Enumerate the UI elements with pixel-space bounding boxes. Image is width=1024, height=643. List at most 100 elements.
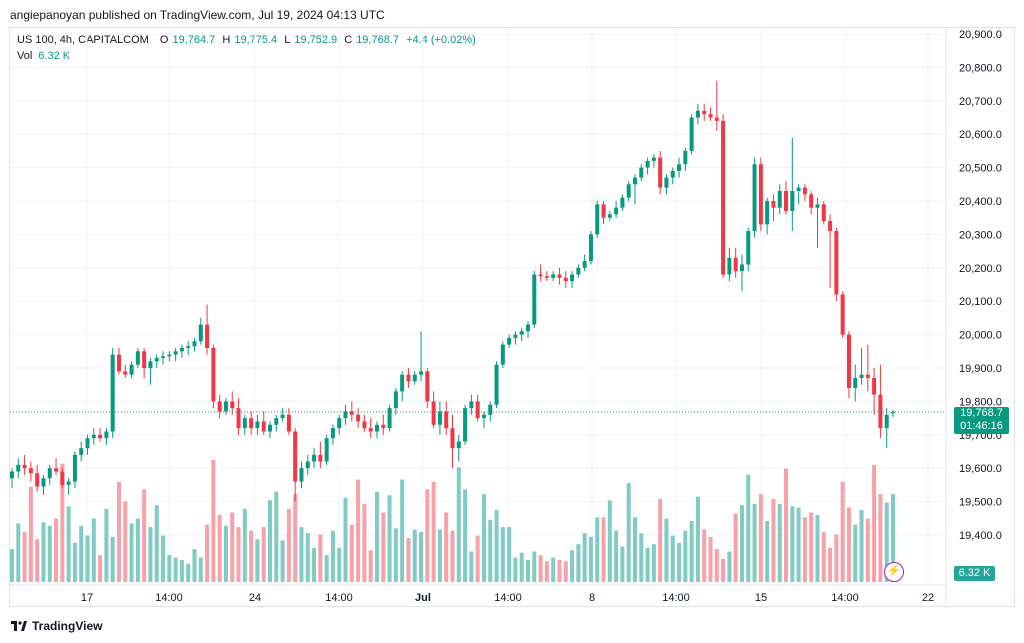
candle-body: [469, 401, 474, 409]
volume-bar: [274, 491, 279, 582]
candle-body: [632, 177, 637, 185]
volume-bar: [551, 557, 556, 582]
candle-body: [274, 418, 279, 425]
volume-bar: [343, 497, 348, 582]
volume-bar: [884, 502, 889, 582]
candle-body: [765, 201, 770, 225]
volume-bar: [400, 479, 405, 582]
x-tick-label: 24: [249, 592, 261, 604]
volume-bar: [557, 560, 562, 582]
volume-bar: [507, 527, 512, 582]
candle-body: [10, 471, 14, 479]
volume-bar: [708, 536, 713, 582]
candle-body: [708, 114, 713, 118]
candle-body: [526, 324, 531, 332]
volume-bar: [98, 555, 103, 582]
candle-body: [891, 411, 895, 414]
volume-bar: [664, 518, 669, 582]
candle-body: [639, 167, 644, 178]
close-value: 19,768.7: [356, 34, 400, 46]
candle-body: [249, 418, 254, 429]
y-tick-label: 19,800.0: [959, 396, 1002, 408]
volume-bar: [595, 517, 600, 582]
volume-bar: [840, 481, 845, 582]
tradingview-logo-icon: [11, 621, 27, 631]
candle-body: [784, 190, 789, 212]
y-tick-label: 20,800.0: [959, 62, 1002, 74]
y-tick-label: 20,900.0: [959, 29, 1002, 41]
candle-body: [16, 464, 21, 472]
candle-body: [532, 274, 537, 325]
candle-body: [116, 354, 121, 372]
candle-body: [431, 401, 436, 425]
candle-body: [853, 378, 858, 389]
candle-body: [802, 187, 807, 195]
candle-body: [695, 110, 700, 118]
symbol-label[interactable]: US 100, 4h, CAPITALCOM: [17, 34, 149, 46]
candle-body: [205, 324, 210, 348]
candle-body: [771, 201, 776, 208]
candle-body: [607, 214, 612, 218]
candle-body: [72, 454, 77, 482]
volume-bar: [475, 535, 480, 582]
volume-bar: [639, 533, 644, 582]
volume-bar: [293, 494, 298, 582]
candle-body: [280, 414, 285, 419]
candle-body: [198, 324, 203, 342]
candle-body: [507, 337, 512, 345]
volume-bar: [790, 506, 795, 582]
candle-body: [312, 454, 317, 462]
volume-bar: [576, 544, 581, 582]
volume-bar: [563, 561, 568, 582]
candle-body: [475, 401, 480, 419]
volume-bar: [500, 527, 505, 582]
volume-bar: [60, 463, 65, 582]
volume-bar: [129, 523, 134, 582]
candle-body: [91, 434, 96, 439]
candle-body: [186, 346, 191, 348]
candle-body: [142, 351, 147, 368]
volume-label: Vol: [17, 50, 33, 62]
volume-bar: [387, 495, 392, 582]
y-tick-label: 20,100.0: [959, 296, 1002, 308]
volume-bar: [626, 483, 631, 582]
candle-body: [318, 454, 323, 462]
volume-legend: Vol 6.32 K: [17, 50, 70, 62]
candle-body: [626, 184, 631, 198]
candle-body: [557, 274, 562, 278]
volume-bar: [66, 506, 71, 582]
candle-body: [595, 204, 600, 235]
candle-body: [828, 221, 833, 232]
candle-body: [683, 150, 688, 165]
x-tick-label: 15: [755, 592, 767, 604]
candle-body: [349, 411, 354, 415]
volume-bar: [658, 499, 663, 582]
volume-bar: [828, 547, 833, 582]
candle-body: [481, 414, 486, 419]
close-label: C: [344, 34, 353, 46]
volume-bar: [362, 503, 367, 582]
candle-body: [330, 428, 335, 439]
volume-bar: [702, 529, 707, 582]
bar-countdown: 01:46:16: [960, 420, 1003, 432]
candle-body: [645, 160, 650, 168]
candle-body: [815, 204, 820, 208]
candle-body: [28, 468, 33, 474]
candle-body: [79, 448, 84, 455]
volume-bar: [494, 510, 499, 582]
volume-bar: [450, 530, 455, 582]
candle-body: [47, 468, 52, 479]
footer-brand[interactable]: TradingView: [11, 619, 102, 633]
y-tick-label: 20,700.0: [959, 96, 1002, 108]
volume-bar: [167, 555, 172, 582]
candle-body: [41, 478, 46, 487]
volume-bar: [330, 530, 335, 582]
volume-bar: [368, 550, 373, 582]
volume-bar: [280, 540, 285, 582]
volume-bar: [54, 518, 59, 582]
candle-body: [22, 464, 27, 469]
volume-bar: [135, 518, 140, 582]
lightning-icon[interactable]: ⚡: [884, 562, 904, 582]
open-value: 19,764.7: [172, 34, 216, 46]
